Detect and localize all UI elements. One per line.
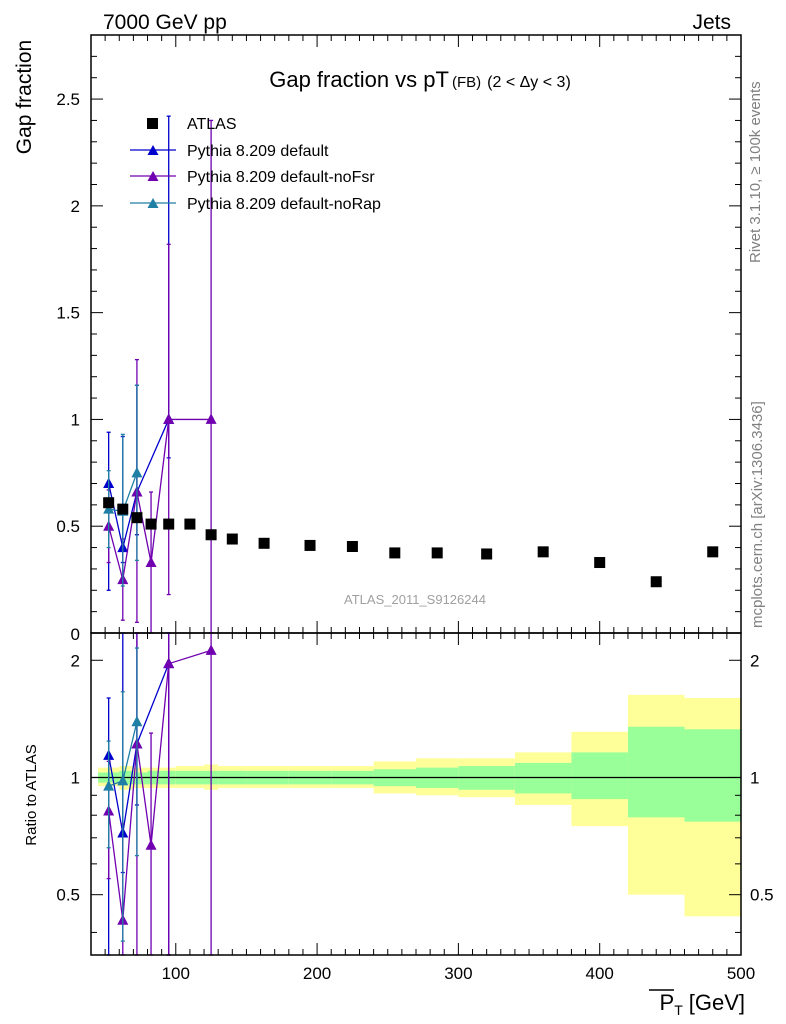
legend-marker-norap: [147, 198, 159, 208]
main-point-atlas: [205, 529, 217, 541]
main-ytick-label: 2: [71, 197, 80, 216]
title-sub: (FB): [452, 74, 481, 91]
rivet-label: Rivet 3.1.10, ≥ 100k events: [747, 81, 764, 263]
main-point-atlas: [346, 541, 358, 553]
legend-marker-nofsr: [147, 171, 159, 181]
main-ylabel: Gap fraction: [13, 40, 36, 154]
main-line-nofsr: [108, 418, 212, 580]
ratio-point-nofsr: [205, 644, 217, 655]
main-point-nofsr: [145, 556, 157, 568]
main-marks: [103, 115, 719, 634]
main-point-atlas: [103, 497, 115, 509]
ratio-ytick-label-left: 0.5: [56, 886, 80, 905]
ratio-ticks: 100 200 300 400 500 0.5 0.5 1 1 2 2: [56, 633, 774, 983]
ratio-xtick-label: 300: [444, 964, 472, 983]
ratio-ytick-label-right: 0.5: [750, 886, 774, 905]
legend-label-atlas: ATLAS: [187, 116, 237, 133]
legend-marker-atlas: [147, 118, 158, 129]
ratio-bands: [91, 694, 741, 917]
ratio-panel: 100 200 300 400 500 0.5 0.5 1 1 2 2 Ratio to ATLAS…: [23, 632, 774, 1018]
main-ytick-label: 0.5: [56, 517, 80, 536]
ratio-point-norap: [103, 780, 115, 791]
legend-marker-default: [147, 145, 159, 155]
main-point-atlas: [131, 512, 143, 524]
main-point-atlas: [258, 537, 270, 549]
ratio-point-norap: [117, 774, 129, 786]
main-point-atlas: [389, 547, 401, 559]
legend: ATLAS Pythia 8.209 default Pythia 8.209 …: [130, 116, 381, 213]
ratio-ytick-label-left: 1: [71, 768, 80, 787]
ratio-ylabel: Ratio to ATLAS: [23, 744, 40, 845]
main-point-nofsr: [163, 413, 175, 424]
main-ytick-label: 1.5: [56, 304, 80, 323]
mcplots-label: mcplots.cern.ch [arXiv:1306.3436]: [749, 401, 766, 628]
ratio-point-norap: [131, 715, 143, 727]
main-point-atlas: [537, 546, 549, 558]
ratio-ytick-label-left: 2: [71, 651, 80, 670]
legend-label-nofsr: Pythia 8.209 default-noFsr: [187, 169, 375, 186]
ratio-band-inner: [684, 729, 741, 822]
ratio-xlabel: PT [GeV]: [660, 990, 746, 1018]
main-point-atlas: [594, 557, 606, 569]
main-point-atlas: [163, 518, 175, 530]
main-point-atlas: [117, 503, 129, 515]
main-point-atlas: [650, 576, 662, 588]
main-point-nofsr: [205, 413, 217, 424]
main-point-atlas: [304, 539, 316, 551]
ratio-band-inner: [571, 752, 628, 800]
main-ytick-label: 1: [71, 410, 80, 429]
main-point-atlas: [226, 533, 238, 545]
ratio-band-inner: [627, 726, 685, 818]
main-point-atlas: [707, 546, 719, 558]
ratio-band-inner: [514, 762, 572, 794]
header-left: 7000 GeV pp: [103, 11, 227, 34]
ratio-marks: [103, 632, 217, 956]
ratio-xtick-label: 400: [586, 964, 614, 983]
main-point-atlas: [145, 518, 157, 530]
main-point-atlas: [184, 518, 196, 530]
main-point-norap: [131, 466, 143, 478]
ratio-xtick-label: 100: [162, 964, 190, 983]
ratio-line-nofsr: [108, 649, 212, 921]
xlabel-unit: [GeV]: [689, 990, 745, 1015]
watermark: ATLAS_2011_S9126244: [344, 592, 486, 607]
ratio-point-nofsr: [145, 839, 157, 850]
main-line-default: [108, 419, 170, 548]
main-point-atlas: [431, 547, 443, 559]
title-range: (2 < Δy < 3): [487, 74, 571, 91]
ratio-ytick-label-right: 2: [750, 651, 759, 670]
xlabel-main: P: [660, 990, 675, 1015]
ratio-line-default: [108, 663, 170, 834]
ratio-xtick-label: 200: [303, 964, 331, 983]
xlabel-sub: T: [674, 1002, 683, 1018]
main-title: Gap fraction vs pT (FB) (2 < Δy < 3): [269, 67, 571, 92]
main-ytick-label: 2.5: [56, 90, 80, 109]
ratio-xtick-label: 500: [727, 964, 755, 983]
header-right: Jets: [692, 11, 731, 34]
ratio-point-nofsr: [163, 657, 175, 669]
main-point-atlas: [481, 548, 493, 560]
title-main: Gap fraction vs pT: [269, 67, 449, 92]
main-ticks: 0.5 1 1.5 2 2.5: [56, 34, 742, 633]
main-point-norap: [103, 503, 115, 514]
main-y-zero-label: 0: [71, 625, 80, 644]
main-panel: 0.5 1 1.5 2 2.5 Gap fraction vs pT (FB) (2 < Δ…: [13, 34, 742, 644]
ratio-band-inner: [133, 772, 148, 785]
ratio-ytick-label-right: 1: [750, 768, 759, 787]
legend-label-default: Pythia 8.209 default: [187, 143, 329, 160]
legend-label-norap: Pythia 8.209 default-noRap: [187, 196, 381, 213]
